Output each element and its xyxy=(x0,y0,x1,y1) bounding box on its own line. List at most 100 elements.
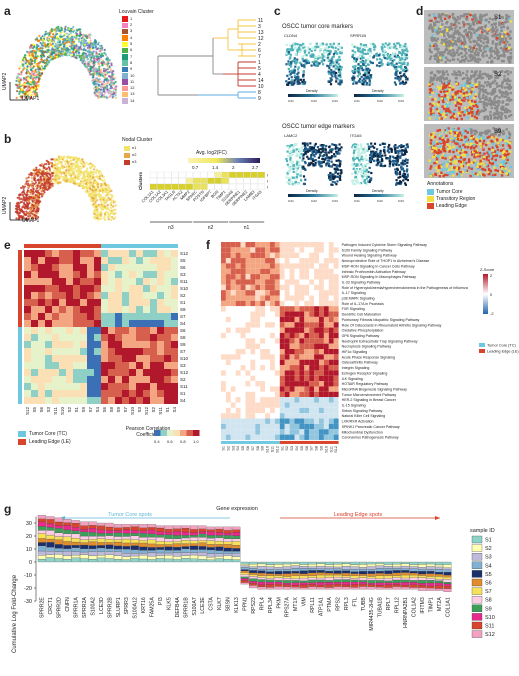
density-spot xyxy=(373,146,376,149)
umap-point xyxy=(61,178,64,181)
umap-point xyxy=(101,179,104,182)
density-spot xyxy=(326,64,329,67)
fc-scale-tick: 2.7 xyxy=(252,165,259,170)
umap-point xyxy=(96,216,99,220)
density-tick: 0.02 xyxy=(377,99,383,103)
density-spot xyxy=(331,75,334,78)
density-spot xyxy=(314,60,318,63)
umap-point xyxy=(85,63,88,66)
density-spot xyxy=(307,51,311,54)
umap-point xyxy=(100,80,103,83)
density-spot xyxy=(367,49,370,52)
umap-point xyxy=(91,69,95,72)
annotation-spot xyxy=(496,55,500,59)
density-spot xyxy=(356,157,359,160)
density-spot xyxy=(393,156,396,160)
density-spot xyxy=(321,53,324,56)
density-spot xyxy=(317,45,320,48)
umap-point xyxy=(41,54,44,57)
annotation-spot xyxy=(503,45,506,49)
umap-point xyxy=(107,218,110,221)
annotation-spot xyxy=(484,18,488,22)
density-spot xyxy=(393,147,396,151)
density-spot xyxy=(286,74,289,77)
density-colorbar xyxy=(288,94,338,97)
density-spot xyxy=(358,182,361,185)
umap-point xyxy=(86,167,89,170)
density-spot xyxy=(375,164,378,167)
density-spot xyxy=(374,153,377,157)
umap-point xyxy=(30,88,34,91)
annotation-spot xyxy=(431,34,434,37)
annotation-spot xyxy=(464,33,468,36)
umap-point xyxy=(93,213,96,216)
density-spot xyxy=(390,147,393,150)
annotation-spot xyxy=(453,16,456,20)
annotation-spot xyxy=(456,29,460,32)
umap2-label-b: UMAP2 xyxy=(2,196,8,214)
density-spot xyxy=(363,46,366,49)
umap-point xyxy=(51,182,54,185)
umap-point xyxy=(54,28,57,31)
annotation-spot xyxy=(446,48,449,51)
umap-point xyxy=(92,197,95,200)
density-spot xyxy=(373,48,376,51)
umap-point xyxy=(80,160,83,163)
annotation-spot xyxy=(429,23,432,26)
umap-point xyxy=(42,190,45,193)
umap-point xyxy=(30,185,33,188)
umap-point xyxy=(112,205,115,208)
density-spot xyxy=(338,45,342,48)
annotation-spot xyxy=(445,40,448,43)
louvain-legend-item: 13 xyxy=(122,92,138,98)
annotation-spot xyxy=(477,51,480,54)
density-spot xyxy=(310,155,313,158)
density-spot xyxy=(377,158,380,162)
density-spot xyxy=(388,42,391,45)
density-spot xyxy=(330,151,333,154)
umap-point xyxy=(95,205,98,208)
density-spot xyxy=(297,71,300,74)
umap-point xyxy=(24,62,27,65)
heatmap-cell xyxy=(149,177,157,184)
heatmap-cell xyxy=(250,177,258,184)
annotation-spot xyxy=(472,16,476,19)
density-spot xyxy=(286,150,289,153)
umap-point xyxy=(34,64,37,68)
density-spot xyxy=(308,42,311,45)
density-spot xyxy=(302,60,305,63)
density-spot xyxy=(318,163,321,166)
annotation-spot xyxy=(481,36,484,39)
umap-point xyxy=(101,183,104,187)
density-spot xyxy=(337,42,340,45)
legend-swatch xyxy=(124,145,130,152)
density-spot xyxy=(318,50,321,53)
density-spot xyxy=(365,77,368,80)
umap-point xyxy=(76,175,79,178)
umap-point xyxy=(57,166,60,169)
annotation-spot xyxy=(454,39,457,43)
louvain-legend-item: 8 xyxy=(122,60,138,66)
umap-point xyxy=(28,200,31,203)
density-spot xyxy=(380,64,383,67)
annotation-spot xyxy=(437,31,440,34)
umap-point xyxy=(107,213,110,216)
annotation-spot xyxy=(498,32,502,35)
umap-point xyxy=(87,44,90,47)
annotation-spot xyxy=(471,49,475,52)
umap-point xyxy=(54,167,57,170)
annotation-spot xyxy=(463,37,466,40)
annotation-spot xyxy=(435,20,438,23)
legend-label: 12 xyxy=(130,85,135,91)
density-spot xyxy=(288,170,291,174)
density-spot xyxy=(327,151,330,154)
density-spot xyxy=(389,45,393,48)
density-spot xyxy=(354,183,357,186)
annotation-spot xyxy=(476,21,479,24)
density-spot xyxy=(400,67,403,70)
density-spot xyxy=(330,160,333,163)
density-spot xyxy=(360,45,363,48)
density-spot xyxy=(401,160,404,163)
annotation-spot xyxy=(486,36,489,39)
density-spot xyxy=(402,52,405,55)
